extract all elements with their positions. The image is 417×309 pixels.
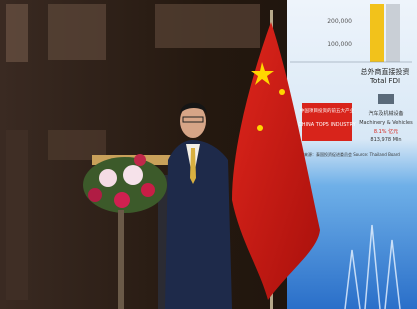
flag-star	[257, 125, 263, 131]
flower-stand	[118, 210, 124, 309]
flower	[141, 183, 155, 197]
photo: 200,000 100,000 总外商直接投资 Total FDI 中国项目投资…	[0, 0, 417, 309]
wall-panel	[6, 4, 28, 62]
industry-value: 8.1% 亿元	[374, 128, 398, 135]
flower	[114, 192, 130, 208]
flower	[99, 169, 117, 187]
industry-item: Machinery & Vehicles	[359, 120, 413, 126]
industry-item: 汽车及机械设备	[368, 110, 403, 117]
wall-panel	[6, 130, 28, 300]
screen-label: 100,000	[327, 41, 352, 48]
screen-bar	[386, 4, 400, 62]
wall-panel	[155, 4, 260, 48]
source: 数据来源：泰国投资促进委员会 Source: Thailand Board	[296, 151, 400, 157]
machine-icon	[378, 94, 394, 104]
screen-title: 总外商直接投资	[361, 67, 410, 76]
wall-panel	[48, 4, 106, 60]
flower	[134, 154, 146, 166]
industry-value: 813,978 Mln	[370, 137, 401, 143]
flower	[88, 188, 102, 202]
page: 200,000 100,000 总外商直接投资 Total FDI 中国项目投资…	[0, 0, 417, 309]
flag-star	[279, 89, 285, 95]
speaker-tie	[190, 148, 196, 184]
screen-bar	[370, 4, 384, 62]
speaker-suit	[165, 140, 232, 309]
industry-box-en: CHINA TOP5 INDUSTRY	[298, 122, 356, 128]
industry-box-cn: 中国项目投资的前五大产业	[300, 107, 354, 114]
screen-label: 200,000	[327, 18, 352, 25]
screen-title: Total FDI	[369, 77, 400, 85]
flower	[123, 165, 143, 185]
